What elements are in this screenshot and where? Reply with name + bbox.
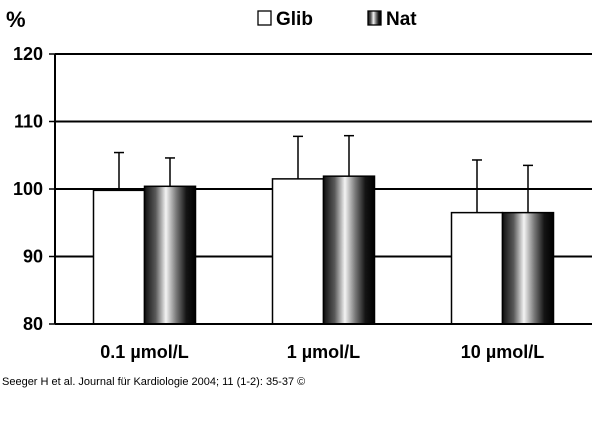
- y-tick-label: 90: [23, 247, 43, 267]
- y-tick-label: 110: [14, 112, 43, 132]
- legend-label-nat: Nat: [386, 9, 417, 30]
- y-tick-label: 80: [23, 314, 43, 334]
- citation-text: Seeger H et al. Journal für Kardiologie …: [2, 376, 306, 388]
- bar-glib: [450, 211, 504, 325]
- y-axis-unit-label: %: [6, 7, 26, 32]
- bar-chart: 80 90 100 110 120 0.1 µmol/L 1 µmol/L 10 µmol/…: [6, 7, 592, 362]
- category-labels: 0.1 µmol/L 1 µmol/L 10 µmol/L: [100, 342, 544, 362]
- y-tick-label: 100: [13, 179, 43, 199]
- axes: [49, 53, 592, 325]
- category-label: 10 µmol/L: [461, 342, 544, 362]
- category-label: 0.1 µmol/L: [100, 342, 188, 362]
- legend-label-glib: Glib: [276, 9, 313, 30]
- bar-glib: [271, 178, 325, 325]
- bar-nat: [143, 185, 197, 325]
- y-tick-labels: 80 90 100 110 120: [13, 44, 43, 334]
- legend-swatch-nat: [367, 10, 382, 26]
- category-label: 1 µmol/L: [287, 342, 360, 362]
- bars: [92, 134, 555, 325]
- y-tick-label: 120: [13, 44, 43, 64]
- bar-glib: [92, 189, 146, 325]
- bar-nat: [322, 175, 376, 325]
- legend-swatch-glib: [257, 10, 272, 26]
- bar-nat: [501, 211, 555, 325]
- legend: Glib Nat: [257, 9, 417, 30]
